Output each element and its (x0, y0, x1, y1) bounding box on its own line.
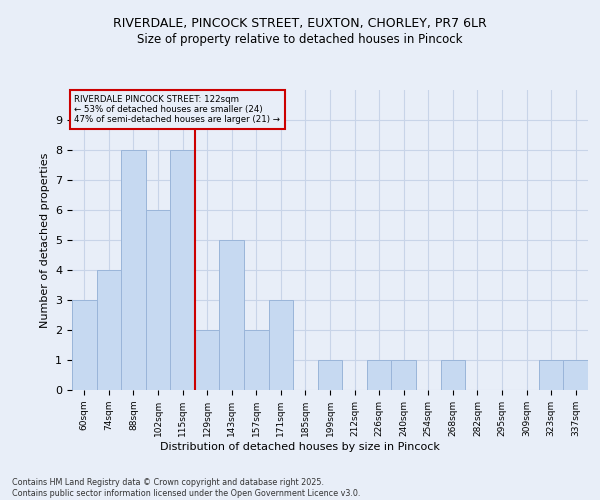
Bar (72, 300, 97, 390)
Bar (539, 360, 563, 390)
Bar (440, 360, 465, 390)
Bar (244, 330, 269, 390)
Text: Distribution of detached houses by size in Pincock: Distribution of detached houses by size … (160, 442, 440, 452)
Bar (269, 300, 293, 390)
Bar (97, 270, 121, 390)
Bar (170, 150, 195, 390)
Bar (146, 210, 170, 390)
Bar (195, 330, 220, 390)
Bar (367, 360, 391, 390)
Bar (391, 360, 416, 390)
Bar (121, 150, 146, 390)
Bar (318, 360, 342, 390)
Y-axis label: Number of detached properties: Number of detached properties (40, 152, 50, 328)
Text: Size of property relative to detached houses in Pincock: Size of property relative to detached ho… (137, 32, 463, 46)
Text: Contains HM Land Registry data © Crown copyright and database right 2025.
Contai: Contains HM Land Registry data © Crown c… (12, 478, 361, 498)
Text: RIVERDALE PINCOCK STREET: 122sqm
← 53% of detached houses are smaller (24)
47% o: RIVERDALE PINCOCK STREET: 122sqm ← 53% o… (74, 94, 280, 124)
Bar (563, 360, 588, 390)
Text: RIVERDALE, PINCOCK STREET, EUXTON, CHORLEY, PR7 6LR: RIVERDALE, PINCOCK STREET, EUXTON, CHORL… (113, 18, 487, 30)
Bar (220, 240, 244, 390)
